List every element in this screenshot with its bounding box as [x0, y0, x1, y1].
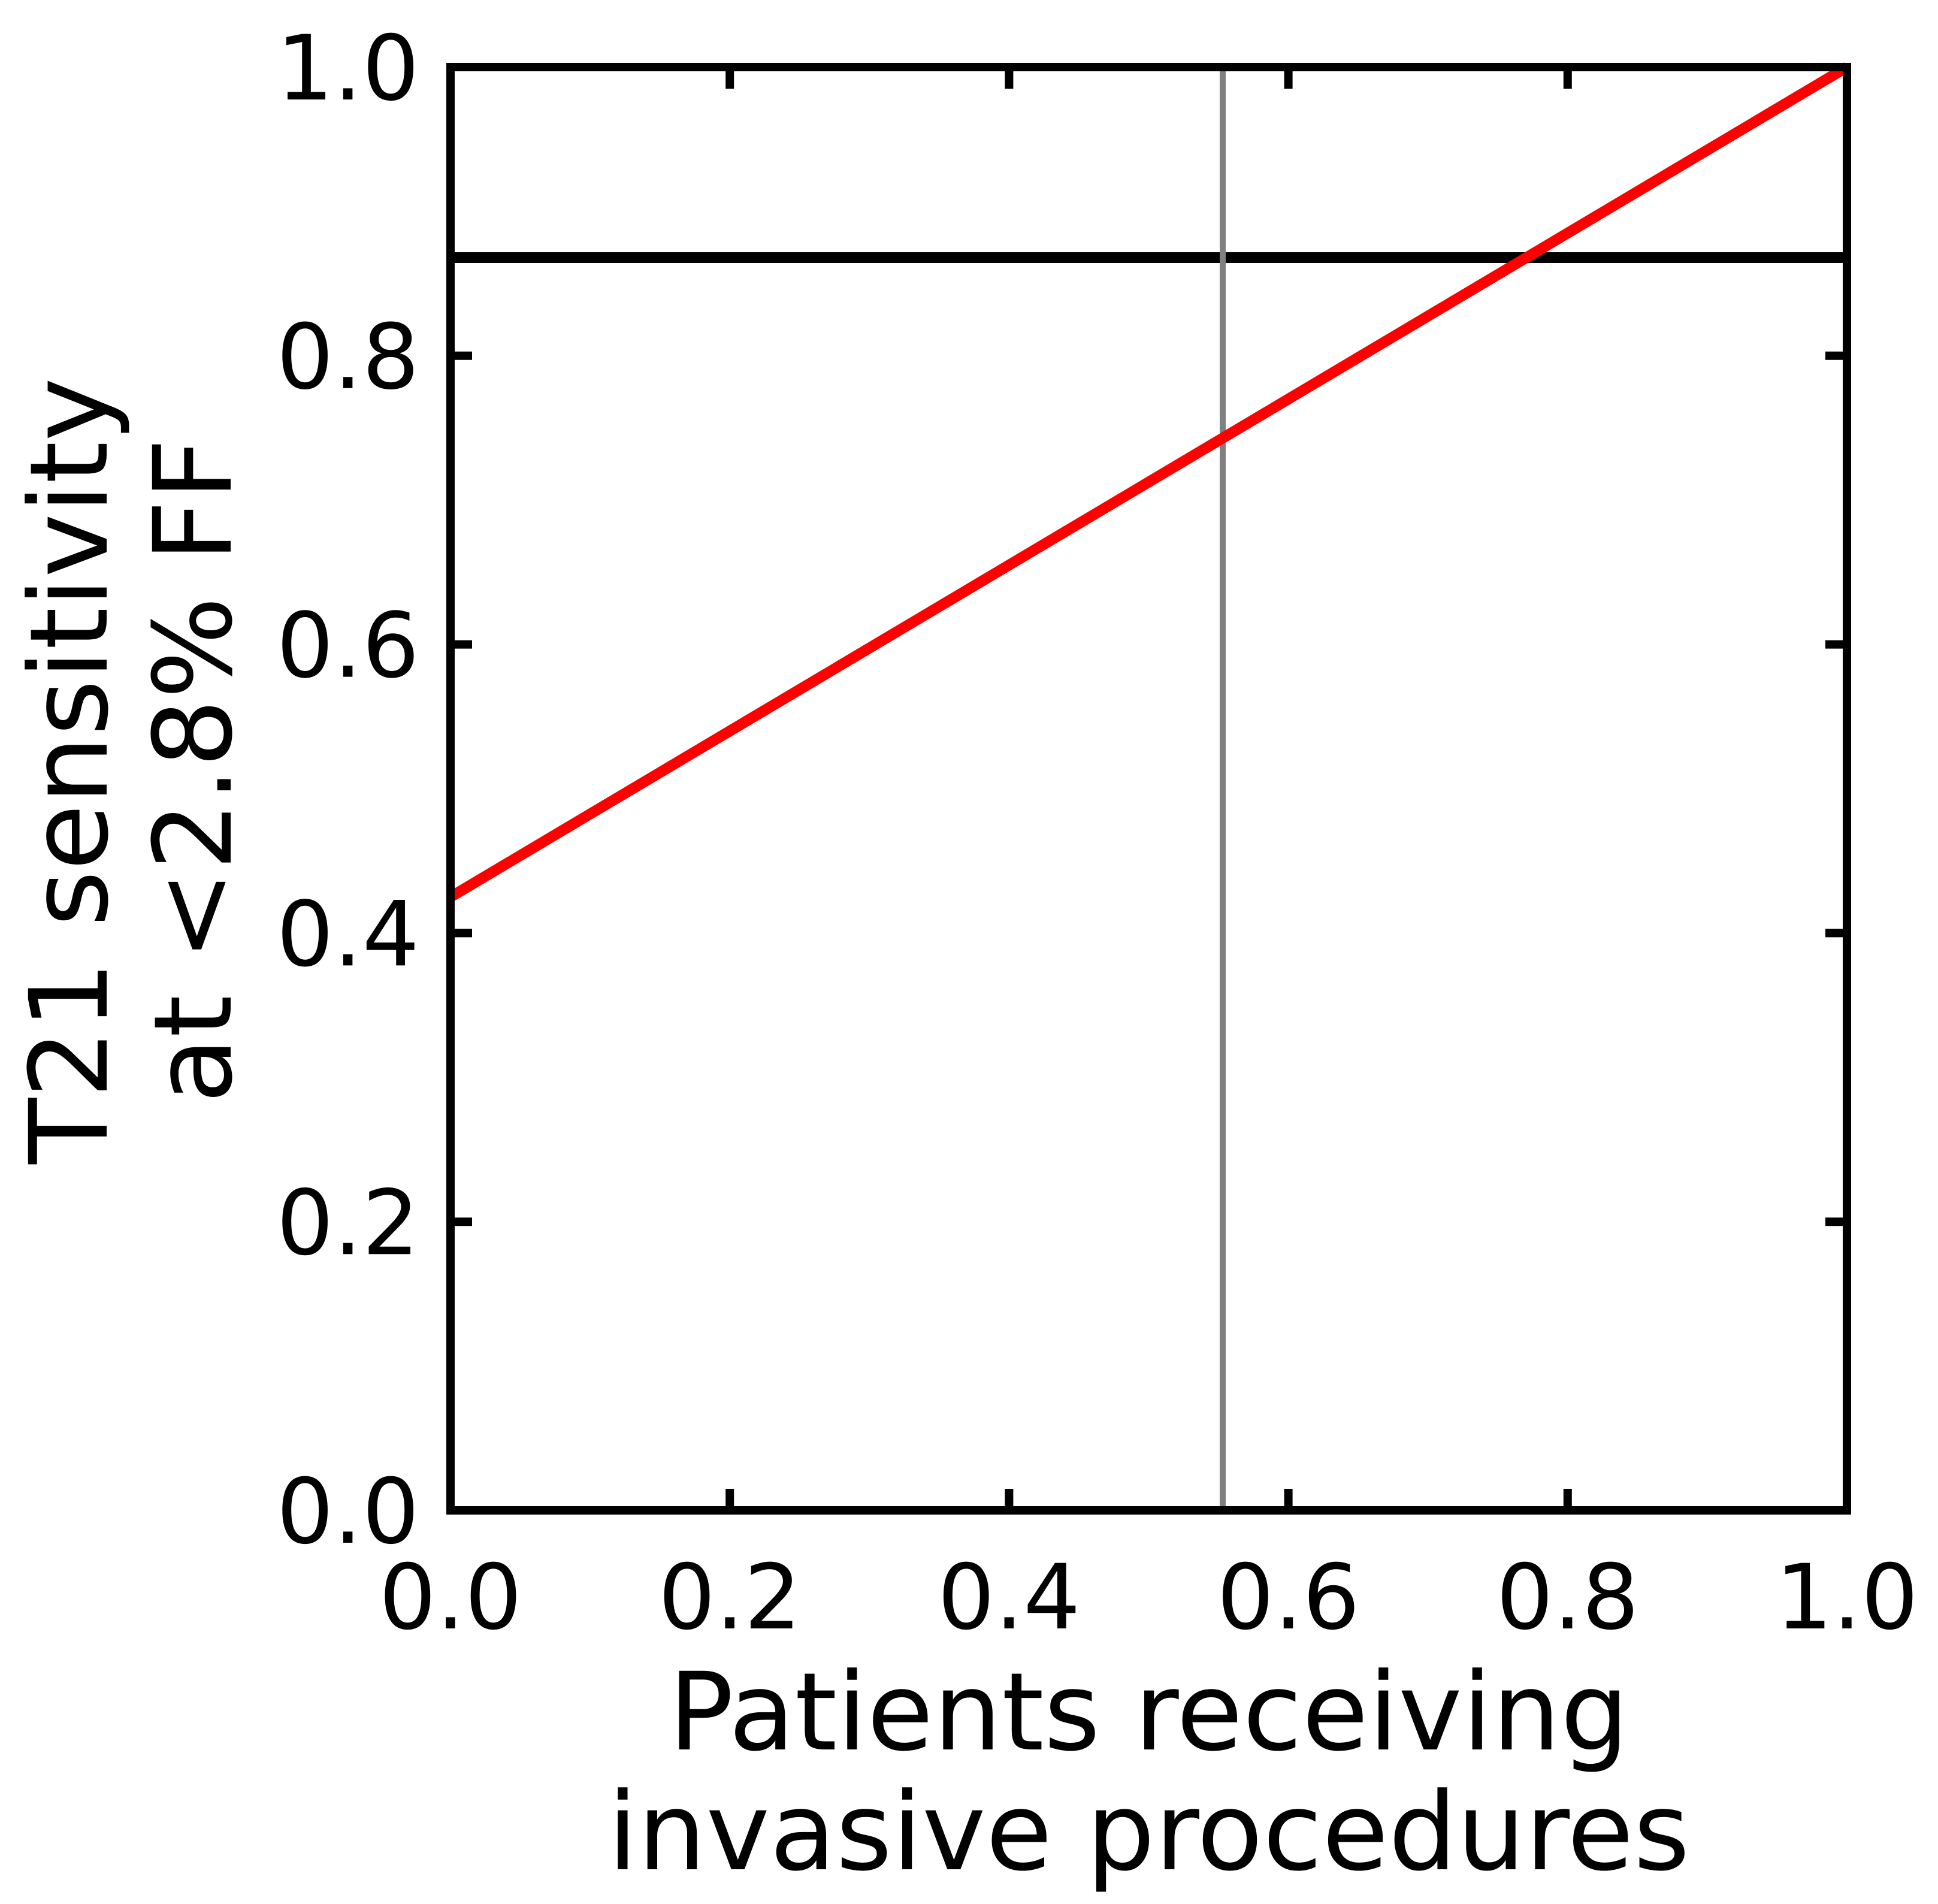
x-tick-label: 0.8	[1496, 1546, 1640, 1650]
y-tick-label: 0.2	[276, 1171, 419, 1276]
series-line-0	[448, 62, 1850, 902]
y-tick-label: 0.4	[276, 883, 419, 987]
x-tick-label: 1.0	[1776, 1546, 1919, 1650]
plot-frame	[446, 63, 1851, 1515]
y-tick-label: 0.8	[276, 306, 419, 410]
y-tick-label: 0.6	[276, 594, 419, 699]
ticks	[446, 63, 1851, 1515]
y-axis-title-line-1: T21 sensitivity	[7, 377, 132, 1165]
y-tick-label: 1.0	[276, 17, 419, 121]
x-axis-title-line-2: invasive procedures	[607, 1770, 1689, 1895]
y-tick-label: 0.0	[276, 1460, 419, 1564]
y-axis-title-line-2: at <2.8% FF	[131, 438, 256, 1104]
tick-labels: 0.0 0.2 0.4 0.6 0.8 1.0 0.0 0.2 0.4 0.6 0.8 1.0	[276, 17, 1918, 1650]
x-tick-label: 0.4	[938, 1546, 1081, 1650]
x-axis-title-line-1: Patients receiving	[669, 1650, 1629, 1775]
x-tick-label: 0.0	[379, 1546, 522, 1650]
x-tick-label: 0.6	[1217, 1546, 1360, 1650]
plot-area	[448, 62, 1850, 1510]
x-tick-label: 0.2	[658, 1546, 802, 1650]
